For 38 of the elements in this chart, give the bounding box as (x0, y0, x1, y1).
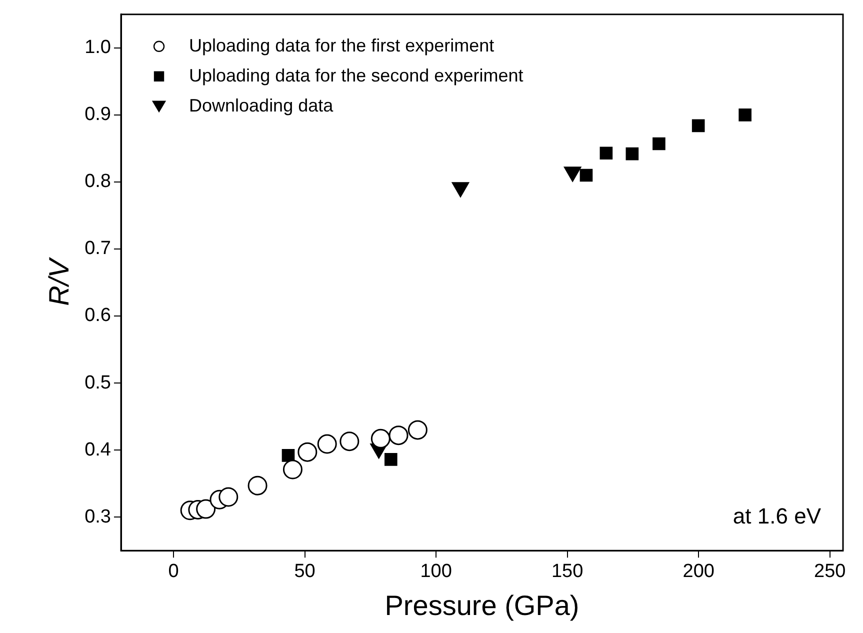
y-tick-label: 1.0 (84, 37, 112, 58)
x-tick-label: 50 (294, 561, 316, 582)
x-tick-label: 0 (168, 561, 179, 582)
y-tick-label: 0.9 (84, 104, 112, 126)
point (692, 119, 705, 132)
legend-label: Uploading data for the first experiment (189, 35, 494, 56)
y-tick-label: 0.3 (84, 506, 112, 528)
point (580, 168, 593, 182)
point (600, 146, 613, 160)
y-tick-label: 0.8 (84, 171, 112, 192)
legend-label: Downloading data (189, 95, 334, 116)
point (282, 449, 295, 462)
point (384, 453, 398, 466)
y-axis-title: R/V (44, 256, 75, 306)
x-tick-label: 150 (551, 561, 584, 582)
point (388, 426, 408, 446)
legend-label: Uploading data for the second experiment (189, 65, 524, 86)
x-axis-title: Pressure (GPa) (384, 590, 580, 621)
y-tick-label: 0.4 (84, 439, 112, 460)
x-tick-label: 200 (682, 561, 714, 582)
x-tick-label: 100 (420, 561, 452, 582)
point (652, 137, 666, 150)
point (218, 487, 238, 507)
point (282, 460, 302, 480)
annotation: at 1.6 eV (732, 504, 822, 529)
point (317, 434, 337, 454)
y-tick-label: 0.6 (84, 305, 112, 326)
point (298, 442, 318, 462)
y-tick-label: 0.7 (84, 238, 112, 260)
point (196, 499, 216, 519)
point (738, 108, 752, 122)
y-tick-label: 0.5 (84, 372, 112, 394)
point (370, 428, 390, 448)
point (626, 147, 639, 160)
point (248, 476, 268, 496)
point (408, 420, 428, 440)
x-tick-label: 250 (814, 561, 846, 582)
point (340, 432, 360, 452)
